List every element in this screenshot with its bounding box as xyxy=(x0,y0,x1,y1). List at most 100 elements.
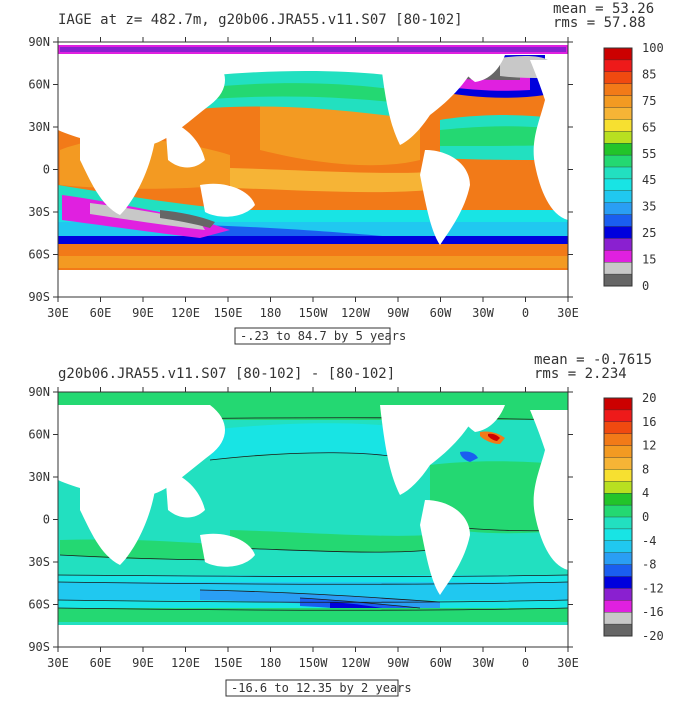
longitude-tick-label: 150W xyxy=(299,306,329,320)
colorbar-swatch xyxy=(603,262,633,275)
longitude-tick-label: 60W xyxy=(430,306,452,320)
colorbar-swatch xyxy=(603,588,633,601)
colorbar-swatch xyxy=(603,445,633,458)
colorbar-frame xyxy=(603,397,633,637)
longitude-tick-label: 120W xyxy=(341,306,371,320)
longitude-tick-label: 30W xyxy=(472,306,494,320)
iage-map-panel: IAGE at z= 482.7m, g20b06.JRA55.v11.S07 … xyxy=(0,0,700,350)
longitude-tick-label: 30E xyxy=(47,306,69,320)
latitude-tick-label: 30N xyxy=(28,470,50,484)
colorbar-label: 45 xyxy=(642,173,656,187)
colorbar: 100 85 75 65 55 45 35 25 15 0 xyxy=(603,41,664,293)
colorbar-label: -8 xyxy=(642,558,656,572)
colorbar-swatch xyxy=(603,142,633,156)
colorbar-swatch xyxy=(603,190,633,204)
longitude-tick-label: 30E xyxy=(557,306,579,320)
longitude-tick-label: 180 xyxy=(260,306,282,320)
colorbar-label: 4 xyxy=(642,486,649,500)
longitude-tick-label: 90W xyxy=(387,306,409,320)
range-label-box xyxy=(225,679,399,697)
rms-value: rms = 57.88 xyxy=(553,15,646,31)
colorbar-label: 100 xyxy=(642,41,664,55)
longitude-tick-label: 60W xyxy=(430,656,452,670)
land-mask xyxy=(58,405,568,647)
mean-value: mean = -0.7615 xyxy=(534,352,652,368)
colorbar-label: -20 xyxy=(642,629,664,643)
colorbar-swatch xyxy=(603,71,633,85)
rms-value: rms = 2.234 xyxy=(534,366,627,382)
colorbar-swatch xyxy=(603,95,633,108)
longitude-tick-label: 60E xyxy=(90,656,112,670)
colorbar-swatch xyxy=(603,576,633,589)
difference-field xyxy=(58,392,568,647)
colorbar-swatch xyxy=(603,59,633,73)
colorbar-label: 55 xyxy=(642,147,656,161)
latitude-tick-label: 30S xyxy=(28,205,50,219)
colorbar-frame xyxy=(603,47,633,287)
longitude-tick-label: 180 xyxy=(260,656,282,670)
colorbar-label: 75 xyxy=(642,94,656,108)
latitude-tick-label: 90N xyxy=(28,35,50,49)
latitude-tick-label: 30S xyxy=(28,555,50,569)
colorbar-label: 0 xyxy=(642,279,649,293)
colorbar-swatch xyxy=(603,409,633,423)
longitude-tick-label: 90E xyxy=(132,656,154,670)
iage-map-svg: IAGE at z= 482.7m, g20b06.JRA55.v11.S07 … xyxy=(28,1,664,345)
map-title: IAGE at z= 482.7m, g20b06.JRA55.v11.S07 … xyxy=(58,12,463,28)
colorbar-swatch xyxy=(603,481,633,494)
colorbar-swatch xyxy=(603,469,633,482)
colorbar-swatch xyxy=(603,83,633,97)
colorbar-label: -12 xyxy=(642,581,664,595)
longitude-axis: 30E 60E 90E 120E 150E 180 150W 120W 90W 60W 30W 0 30… xyxy=(47,387,579,670)
colorbar-swatch xyxy=(603,47,633,61)
land-mask xyxy=(58,55,568,297)
colorbar-swatch xyxy=(603,250,633,263)
colorbar-swatch xyxy=(603,504,633,518)
colorbar-swatch xyxy=(603,600,633,613)
colorbar-swatch xyxy=(603,119,633,132)
colorbar-label: 12 xyxy=(642,439,656,453)
latitude-tick-label: 60N xyxy=(28,78,50,92)
colorbar-swatch xyxy=(603,612,633,625)
latitude-tick-label: 90S xyxy=(28,640,50,654)
colorbar-label: 15 xyxy=(642,253,656,267)
range-label-box xyxy=(234,327,391,345)
colorbar-label: -16 xyxy=(642,605,664,619)
longitude-tick-label: 30E xyxy=(47,656,69,670)
longitude-tick-label: 120W xyxy=(341,656,371,670)
latitude-tick-label: 60N xyxy=(28,428,50,442)
colorbar-label: 65 xyxy=(642,120,656,134)
mean-value: mean = 53.26 xyxy=(553,1,654,17)
colorbar-swatch xyxy=(603,166,633,180)
latitude-tick-label: 60S xyxy=(28,598,50,612)
longitude-tick-label: 90E xyxy=(132,306,154,320)
contour-range-label: -.23 to 84.7 by 5 years xyxy=(240,329,406,343)
colorbar-swatch xyxy=(603,154,633,168)
longitude-tick-label: 90W xyxy=(387,656,409,670)
colorbar-label: 85 xyxy=(642,67,656,81)
colorbar-swatch xyxy=(603,552,633,566)
longitude-tick-label: 150E xyxy=(214,656,243,670)
colorbar-swatch xyxy=(603,178,633,192)
longitude-tick-label: 150W xyxy=(299,656,329,670)
longitude-tick-label: 30W xyxy=(472,656,494,670)
colorbar-swatch xyxy=(603,540,633,554)
colorbar-swatch xyxy=(603,564,633,578)
longitude-tick-label: 120E xyxy=(171,656,200,670)
colorbar-swatch xyxy=(603,457,633,470)
colorbar-swatch xyxy=(603,421,633,435)
colorbar-swatch xyxy=(603,107,633,120)
latitude-tick-label: 30N xyxy=(28,120,50,134)
colorbar-swatch xyxy=(603,623,633,637)
iage-field xyxy=(58,42,568,297)
colorbar: 20 16 12 8 4 0 -4 -8 -12 -16 -20 xyxy=(603,391,664,643)
colorbar-swatch xyxy=(603,214,633,228)
colorbar-label: 0 xyxy=(642,510,649,524)
colorbar-label: 25 xyxy=(642,226,656,240)
latitude-tick-label: 60S xyxy=(28,248,50,262)
longitude-tick-label: 120E xyxy=(171,306,200,320)
colorbar-swatch xyxy=(603,528,633,542)
difference-map-panel: g20b06.JRA55.v11.S07 [80-102] - [80-102]… xyxy=(0,350,700,700)
colorbar-label: 35 xyxy=(642,200,656,214)
colorbar-swatch xyxy=(603,492,633,506)
